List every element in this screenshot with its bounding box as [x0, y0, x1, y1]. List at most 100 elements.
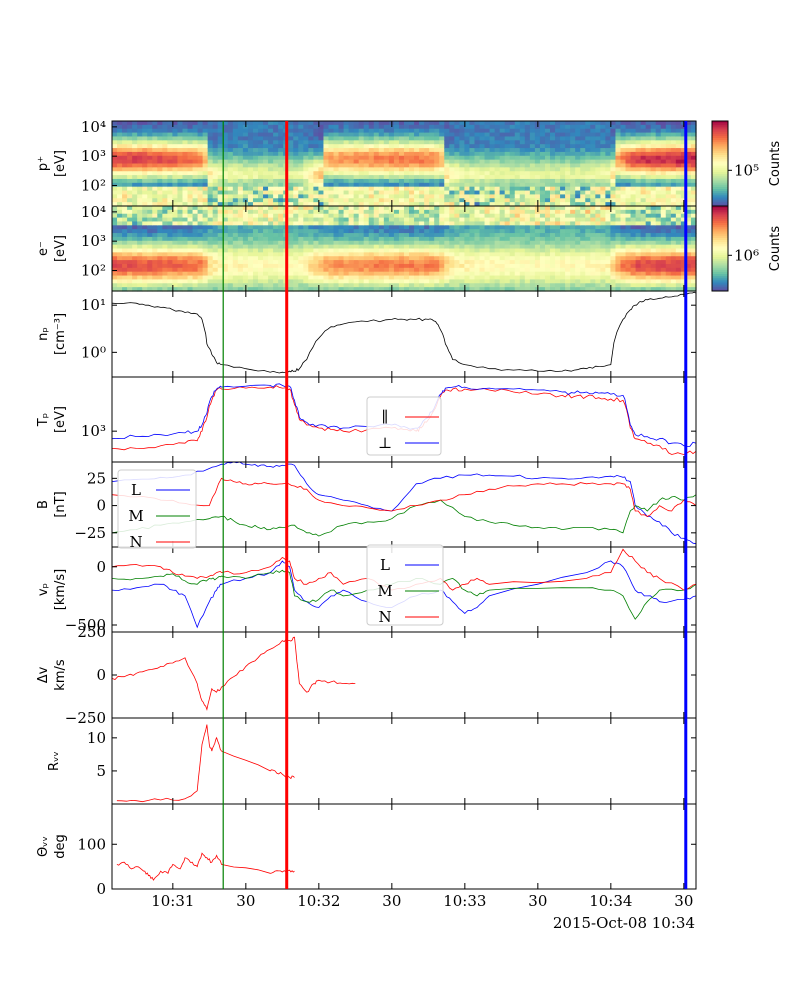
spectrogram-cell [519, 206, 526, 211]
spectrogram-cell [378, 202, 385, 207]
spectrogram-cell [172, 275, 179, 281]
spectrogram-cell [182, 287, 189, 292]
spectrogram-cell [655, 202, 662, 207]
spectrogram-cell [585, 167, 591, 172]
spectrogram-cell [187, 275, 194, 281]
spectrogram-cell [187, 167, 194, 172]
spectrogram-cell [328, 213, 335, 219]
spectrogram-cell [524, 155, 531, 161]
spectrogram-cell [489, 167, 496, 172]
spectrogram-cell [625, 132, 632, 138]
spectrogram-cell [650, 248, 657, 253]
spectrogram-cell [172, 244, 179, 250]
spectrogram-cell [303, 279, 309, 284]
spectrogram-cell [383, 267, 390, 273]
spectrogram-cell [368, 267, 375, 273]
spectrogram-cell [424, 283, 430, 288]
spectrogram-cell [590, 233, 596, 238]
spectrogram-cell [575, 240, 581, 246]
spectrogram-cell [625, 171, 632, 176]
spectrogram-cell [489, 217, 496, 223]
spectrogram-cell [222, 217, 229, 223]
spectrogram-cell [414, 240, 420, 246]
spectrogram-cell [660, 155, 667, 161]
spectrogram-cell [328, 186, 335, 192]
spectrogram-cell [424, 171, 430, 176]
spectrogram-cell [469, 132, 476, 138]
spectrogram-cell [429, 287, 435, 292]
spectrogram-cell [142, 225, 148, 230]
spectrogram-cell [544, 263, 551, 269]
spectrogram-cell [308, 229, 314, 234]
spectrogram-cell [685, 144, 692, 149]
spectrogram-cell [610, 182, 617, 188]
spectrogram-cell [439, 182, 445, 188]
spectrogram-cell [177, 252, 184, 257]
spectrogram-cell [615, 206, 622, 211]
spectrogram-cell [454, 171, 460, 176]
spectrogram-cell [449, 244, 455, 250]
spectrogram-cell [665, 194, 672, 199]
spectrogram-cell [499, 240, 506, 246]
spectrogram-cell [635, 202, 642, 207]
spectrogram-cell [383, 182, 390, 188]
spectrogram-cell [570, 209, 576, 215]
spectrogram-cell [348, 121, 355, 126]
spectrogram-cell [464, 287, 471, 292]
spectrogram-cell [675, 148, 682, 153]
spectrogram-cell [560, 206, 566, 211]
spectrogram-cell [137, 233, 143, 238]
spectrogram-cell [383, 271, 390, 277]
spectrogram-cell [680, 148, 687, 153]
spectrogram-cell [595, 287, 601, 292]
spectrogram-cell [348, 279, 355, 284]
spectrogram-cell [635, 132, 642, 138]
spectrogram-cell [192, 271, 199, 277]
spectrogram-cell [414, 121, 420, 126]
spectrogram-cell [373, 206, 380, 211]
spectrogram-cell [519, 194, 526, 199]
spectrogram-cell [509, 287, 516, 292]
spectrogram-cell [479, 178, 486, 184]
spectrogram-cell [298, 252, 304, 257]
spectrogram-cell [157, 263, 163, 269]
spectrogram-cell [242, 144, 249, 149]
spectrogram-cell [273, 198, 279, 203]
spectrogram-cell [298, 171, 304, 176]
spectrogram-cell [570, 163, 576, 168]
spectrogram-cell [273, 194, 279, 199]
spectrogram-cell [237, 198, 244, 203]
spectrogram-cell [469, 229, 476, 234]
spectrogram-cell [429, 144, 435, 149]
spectrogram-cell [459, 136, 466, 141]
spectrogram-cell [338, 198, 345, 203]
spectrogram-cell [373, 229, 380, 234]
spectrogram-cell [565, 128, 571, 134]
spectrogram-cell [484, 198, 491, 203]
spectrogram-cell [489, 287, 496, 292]
spectrogram-cell [358, 171, 365, 176]
spectrogram-cell [499, 175, 506, 180]
spectrogram-cell [353, 206, 360, 211]
spectrogram-cell [398, 267, 405, 273]
spectrogram-cell [550, 271, 556, 277]
spectrogram-cell [424, 124, 430, 130]
spectrogram-cell [504, 260, 511, 265]
spectrogram-cell [258, 213, 264, 219]
spectrogram-cell [122, 144, 128, 149]
spectrogram-cell [263, 128, 269, 134]
spectrogram-cell [162, 121, 168, 126]
spectrogram-cell [222, 279, 229, 284]
spectrogram-cell [504, 148, 511, 153]
spectrogram-cell [263, 151, 269, 157]
spectrogram-cell [197, 178, 204, 184]
spectrogram-cell [605, 144, 612, 149]
spectrogram-cell [343, 252, 350, 257]
spectrogram-cell [680, 171, 687, 176]
spectrogram-cell [398, 136, 405, 141]
spectrogram-cell [449, 159, 455, 165]
spectrogram-cell [499, 171, 506, 176]
spectrogram-cell [348, 252, 355, 257]
spectrogram-cell [298, 213, 304, 219]
spectrogram-cell [172, 240, 179, 246]
